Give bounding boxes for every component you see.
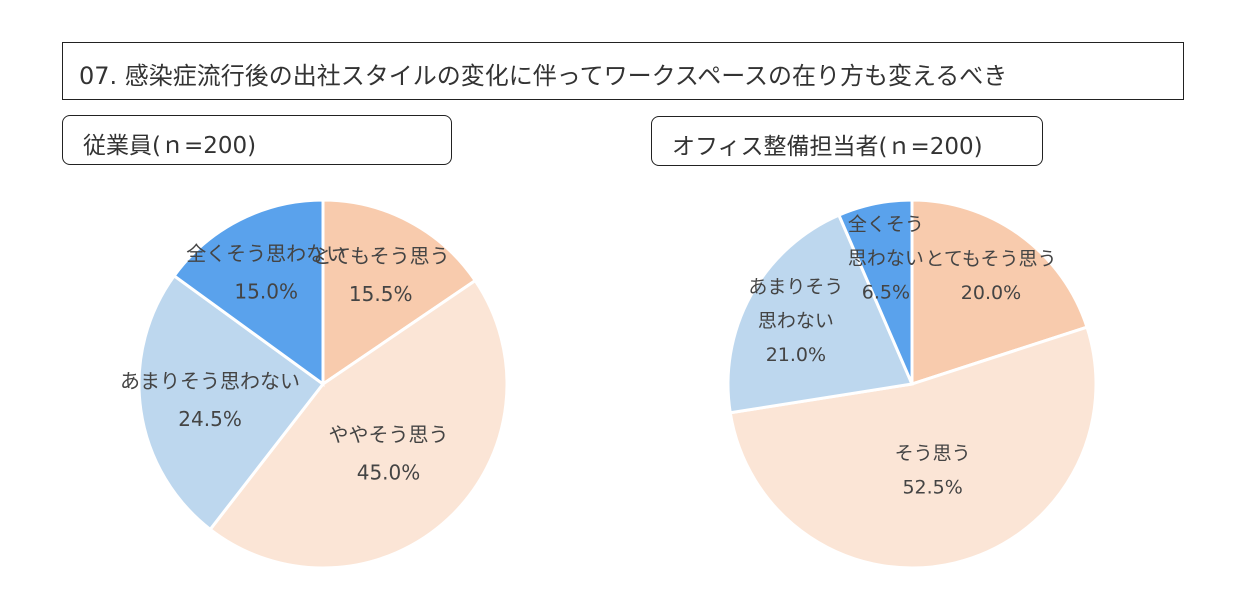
- facility-slice-3-label-1: あまりそう: [748, 276, 843, 298]
- facility-slice-4-label-1: 全くそう: [848, 214, 924, 236]
- facility-pie-slice-2: [728, 325, 1098, 570]
- employee-pie-slice-3: [137, 273, 326, 532]
- question-title-box: 07. 感染症流行後の出社スタイルの変化に伴ってワークスペースの在り方も変えるべ…: [62, 42, 1184, 100]
- facility-slice-1-label: とてもそう思う: [925, 248, 1056, 270]
- facility-manager-chart-title: オフィス整備担当者(ｎ=200): [672, 134, 983, 160]
- employee-slice-1-label: とてもそう思う: [312, 244, 450, 268]
- facility-slice-4-value: 6.5%: [862, 282, 910, 304]
- facility-pie-slice-1: [910, 198, 1089, 387]
- employee-pie-slice-2: [208, 278, 509, 570]
- facility-pie-slice-3: [726, 213, 915, 415]
- employee-slice-2-value: 45.0%: [357, 461, 421, 485]
- employee-chart-title-box: 従業員(ｎ=200): [62, 115, 452, 165]
- facility-slice-2-value: 52.5%: [902, 477, 962, 499]
- facility-slice-4-label-2: 思わない: [848, 248, 924, 270]
- employee-slice-2-label: ややそう思う: [328, 423, 448, 447]
- employee-slice-4-label: 全くそう思わない: [186, 242, 346, 266]
- facility-slice-2-label: そう思う: [895, 443, 971, 465]
- question-title: 07. 感染症流行後の出社スタイルの変化に伴ってワークスペースの在り方も変えるべ…: [79, 62, 1008, 90]
- employee-pie-slice-4: [172, 198, 325, 387]
- employee-slice-4-value: 15.0%: [234, 280, 298, 304]
- employee-slice-1-value: 15.5%: [349, 282, 413, 306]
- facility-slice-3-label-2: 思わない: [758, 310, 834, 332]
- facility-manager-chart-title-box: オフィス整備担当者(ｎ=200): [651, 116, 1043, 166]
- facility-slice-1-value: 20.0%: [961, 282, 1021, 304]
- employee-slice-3-value: 24.5%: [178, 407, 242, 431]
- employee-chart-title: 従業員(ｎ=200): [83, 133, 257, 159]
- employee-slice-3-label: あまりそう思わない: [120, 369, 300, 393]
- employee-pie-slice-1: [321, 198, 478, 387]
- facility-pie-slice-4: [836, 198, 914, 385]
- facility-slice-3-value: 21.0%: [766, 344, 826, 366]
